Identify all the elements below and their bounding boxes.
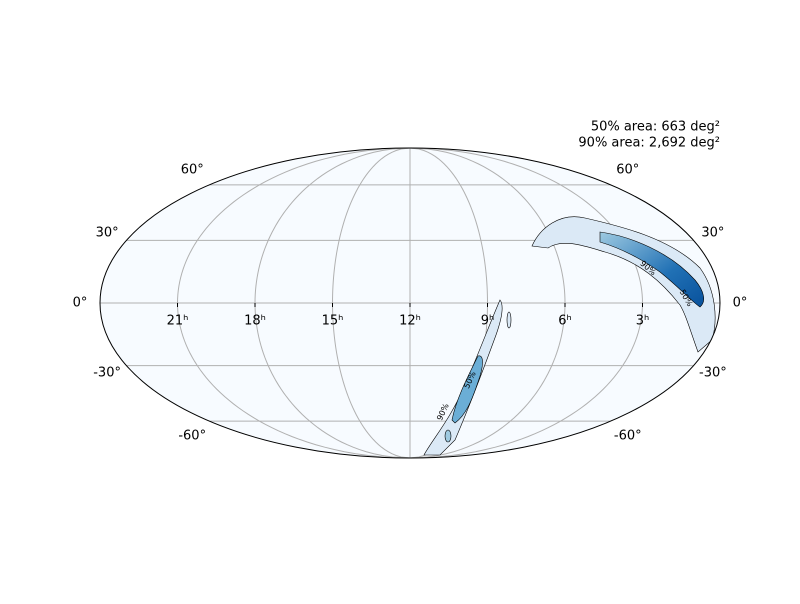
contour-50	[451, 355, 483, 424]
contour-50	[599, 231, 704, 308]
y-tick-label: -30°	[93, 366, 121, 381]
sky-border	[99, 147, 721, 459]
y-tick-label: 60°	[181, 162, 204, 177]
annotation: 50% area: 663 deg²	[591, 120, 720, 135]
probability-map	[423, 216, 716, 456]
y-tick-label: -60°	[614, 429, 642, 444]
x-tick-label: 21ʰ	[167, 314, 189, 329]
x-tick-label: 3ʰ	[636, 314, 650, 329]
contour-90	[506, 311, 512, 329]
x-tick-label: 18ʰ	[244, 314, 266, 329]
y-tick-label: 0°	[733, 296, 748, 311]
x-tick-label: 12ʰ	[399, 314, 421, 329]
x-tick-label: 6ʰ	[558, 314, 572, 329]
y-tick-label: 0°	[73, 296, 88, 311]
y-tick-label: -30°	[699, 366, 727, 381]
annotation: 90% area: 2,692 deg²	[578, 136, 720, 151]
x-tick-label: 15ʰ	[322, 314, 344, 329]
y-tick-label: 30°	[701, 225, 724, 240]
y-tick-label: -60°	[178, 429, 206, 444]
y-tick-label: 30°	[96, 225, 119, 240]
contour-50	[444, 429, 452, 443]
y-tick-label: 60°	[616, 162, 639, 177]
x-tick-label: 9ʰ	[481, 314, 495, 329]
